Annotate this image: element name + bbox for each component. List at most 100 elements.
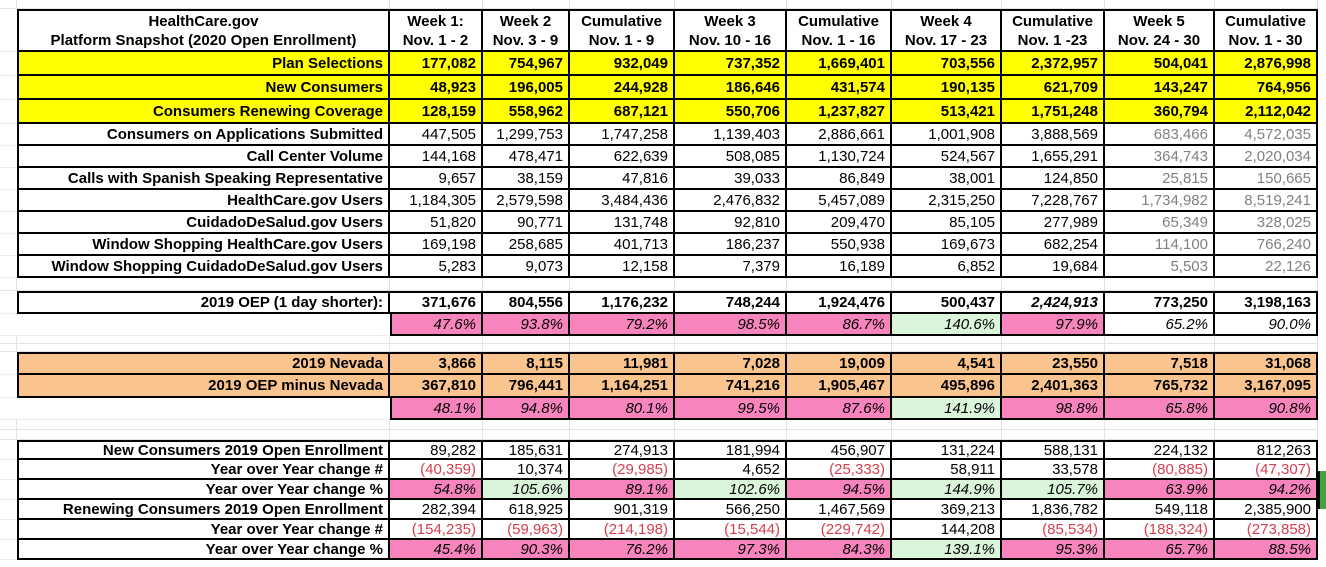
cell[interactable]: 99.5% [675, 398, 787, 420]
cell[interactable]: 94.5% [787, 480, 892, 500]
cell[interactable]: (59,963) [483, 520, 570, 540]
cell[interactable]: 131,748 [570, 212, 675, 234]
row-label[interactable]: 2019 Nevada [17, 352, 390, 375]
cell[interactable]: 8,115 [483, 352, 570, 375]
cell[interactable]: 2,579,598 [483, 190, 570, 212]
cell[interactable]: 186,646 [675, 76, 787, 100]
cell[interactable]: 369,213 [892, 500, 1002, 520]
cell[interactable]: 401,713 [570, 234, 675, 256]
cell[interactable]: 588,131 [1002, 440, 1105, 460]
row-label[interactable]: Year over Year change # [17, 520, 390, 540]
row-label[interactable]: Window Shopping HealthCare.gov Users [17, 234, 390, 256]
cell[interactable]: 6,852 [892, 256, 1002, 278]
column-header-cumulative-nov-1-9[interactable]: Cumulative Nov. 1 - 9 [570, 9, 675, 52]
cell[interactable]: 1,734,982 [1105, 190, 1215, 212]
column-header-week-4-nov-17-23[interactable]: Week 4 Nov. 17 - 23 [892, 9, 1002, 52]
cell[interactable]: 4,652 [675, 460, 787, 480]
cell[interactable]: 10,374 [483, 460, 570, 480]
cell[interactable]: 150,665 [1215, 168, 1318, 190]
cell[interactable]: 765,732 [1105, 375, 1215, 398]
cell[interactable]: 478,471 [483, 146, 570, 168]
cell[interactable]: 19,009 [787, 352, 892, 375]
cell[interactable]: 140.6% [892, 314, 1002, 336]
cell[interactable]: 16,189 [787, 256, 892, 278]
cell[interactable]: 447,505 [390, 124, 483, 146]
cell[interactable]: 258,685 [483, 234, 570, 256]
cell[interactable]: 1,130,724 [787, 146, 892, 168]
cell[interactable]: 549,118 [1105, 500, 1215, 520]
cell[interactable]: 90,771 [483, 212, 570, 234]
cell[interactable]: 244,928 [570, 76, 675, 100]
cell[interactable]: 741,216 [675, 375, 787, 398]
cell[interactable]: 105.6% [483, 480, 570, 500]
cell[interactable]: 186,237 [675, 234, 787, 256]
row-label[interactable]: Call Center Volume [17, 146, 390, 168]
cell[interactable]: 84.3% [787, 540, 892, 560]
cell[interactable]: 1,001,908 [892, 124, 1002, 146]
cell[interactable]: 181,994 [675, 440, 787, 460]
cell[interactable]: 773,250 [1105, 291, 1215, 314]
cell[interactable]: 621,709 [1002, 76, 1105, 100]
cell[interactable]: 48,923 [390, 76, 483, 100]
row-label[interactable]: CuidadoDeSalud.gov Users [17, 212, 390, 234]
cell[interactable]: 9,073 [483, 256, 570, 278]
cell[interactable]: 177,082 [390, 52, 483, 76]
cell[interactable]: 190,135 [892, 76, 1002, 100]
cell[interactable]: 1,184,305 [390, 190, 483, 212]
cell[interactable]: 456,907 [787, 440, 892, 460]
cell[interactable]: 2,112,042 [1215, 100, 1318, 124]
cell[interactable]: 2,385,900 [1215, 500, 1318, 520]
cell[interactable]: 932,049 [570, 52, 675, 76]
cell[interactable]: 1,924,476 [787, 291, 892, 314]
cell[interactable]: 114,100 [1105, 234, 1215, 256]
cell[interactable]: 88.5% [1215, 540, 1318, 560]
column-header-week-1-nov-1-2[interactable]: Week 1: Nov. 1 - 2 [390, 9, 483, 52]
column-header-cumulative-nov-1-23[interactable]: Cumulative Nov. 1 -23 [1002, 9, 1105, 52]
cell[interactable]: 3,866 [390, 352, 483, 375]
cell[interactable]: 105.7% [1002, 480, 1105, 500]
cell[interactable]: 766,240 [1215, 234, 1318, 256]
cell[interactable]: 5,283 [390, 256, 483, 278]
row-label[interactable]: Year over Year change % [17, 540, 390, 560]
table-title-cell[interactable]: HealthCare.gov Platform Snapshot (2020 Op… [17, 9, 390, 52]
cell[interactable]: 796,441 [483, 375, 570, 398]
cell[interactable]: (214,198) [570, 520, 675, 540]
cell[interactable]: 89,282 [390, 440, 483, 460]
cell[interactable]: 54.8% [390, 480, 483, 500]
cell[interactable]: 4,541 [892, 352, 1002, 375]
cell[interactable]: 371,676 [390, 291, 483, 314]
cell[interactable]: 1,237,827 [787, 100, 892, 124]
cell[interactable]: 65.7% [1105, 540, 1215, 560]
cell[interactable]: 51,820 [390, 212, 483, 234]
row-label[interactable]: Renewing Consumers 2019 Open Enrollment [17, 500, 390, 520]
cell[interactable]: 169,198 [390, 234, 483, 256]
cell[interactable]: 224,132 [1105, 440, 1215, 460]
cell[interactable]: 277,989 [1002, 212, 1105, 234]
cell[interactable]: 143,247 [1105, 76, 1215, 100]
cell[interactable]: 7,228,767 [1002, 190, 1105, 212]
cell[interactable]: 12,158 [570, 256, 675, 278]
cell[interactable]: 144,208 [892, 520, 1002, 540]
cell[interactable]: 3,484,436 [570, 190, 675, 212]
cell[interactable]: 95.3% [1002, 540, 1105, 560]
row-label[interactable] [17, 398, 390, 420]
cell[interactable]: 500,437 [892, 291, 1002, 314]
cell[interactable]: (15,544) [675, 520, 787, 540]
cell[interactable]: 282,394 [390, 500, 483, 520]
cell[interactable]: 1,669,401 [787, 52, 892, 76]
cell[interactable]: 85,105 [892, 212, 1002, 234]
cell[interactable]: 185,631 [483, 440, 570, 460]
cell[interactable]: 90.8% [1215, 398, 1318, 420]
cell[interactable]: 3,198,163 [1215, 291, 1318, 314]
column-header-week-5-nov-24-30[interactable]: Week 5 Nov. 24 - 30 [1105, 9, 1215, 52]
row-label[interactable] [17, 314, 390, 336]
cell[interactable]: (188,324) [1105, 520, 1215, 540]
row-label[interactable]: Year over Year change % [17, 480, 390, 500]
cell[interactable]: 901,319 [570, 500, 675, 520]
cell[interactable]: 97.9% [1002, 314, 1105, 336]
cell[interactable]: (229,742) [787, 520, 892, 540]
cell[interactable]: 65,349 [1105, 212, 1215, 234]
cell[interactable]: 25,815 [1105, 168, 1215, 190]
cell[interactable]: (154,235) [390, 520, 483, 540]
cell[interactable]: 65.2% [1105, 314, 1215, 336]
